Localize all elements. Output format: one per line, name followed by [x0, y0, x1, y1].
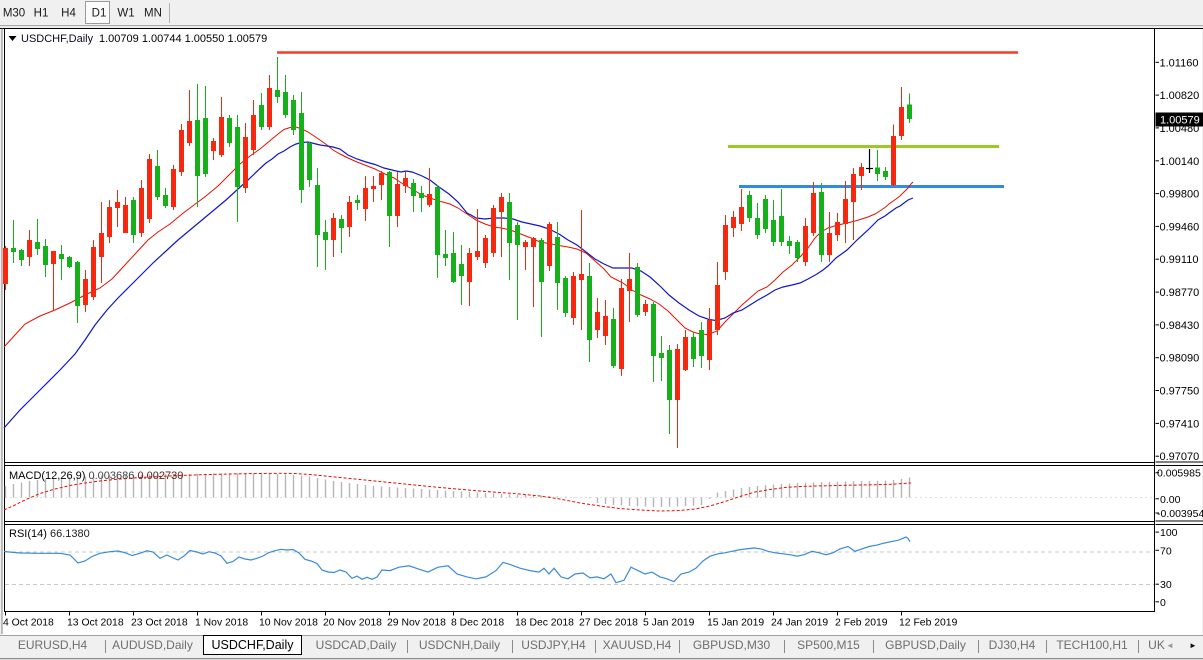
svg-text:0.00: 0.00 [1160, 494, 1181, 506]
svg-text:15 Jan 2019: 15 Jan 2019 [707, 618, 764, 629]
svg-text:0.98430: 0.98430 [1160, 320, 1200, 332]
svg-text:0.97750: 0.97750 [1160, 386, 1200, 398]
svg-text:H1: H1 [34, 8, 49, 20]
svg-text:12 Feb 2019: 12 Feb 2019 [899, 618, 958, 629]
svg-text:70: 70 [1160, 545, 1172, 557]
svg-text:1.00709 1.00744 1.00550 1.0057: 1.00709 1.00744 1.00550 1.00579 [99, 33, 267, 45]
svg-text:0.97410: 0.97410 [1160, 418, 1200, 430]
svg-text:0.99800: 0.99800 [1160, 189, 1200, 201]
svg-text:20 Nov 2018: 20 Nov 2018 [323, 618, 382, 629]
svg-text:D1: D1 [92, 8, 107, 20]
svg-text:4 Oct 2018: 4 Oct 2018 [3, 618, 54, 629]
svg-text:1.00820: 1.00820 [1160, 90, 1200, 102]
svg-text:H4: H4 [61, 8, 76, 20]
svg-text:M30: M30 [3, 8, 25, 20]
svg-text:MACD(12,26,9) 0.003686 0.00273: MACD(12,26,9) 0.003686 0.002730 [9, 470, 183, 482]
svg-text:0.98770: 0.98770 [1160, 287, 1200, 299]
svg-text:0.98090: 0.98090 [1160, 353, 1200, 365]
svg-text:18 Dec 2018: 18 Dec 2018 [515, 618, 574, 629]
svg-text:1.00579: 1.00579 [1160, 115, 1200, 127]
svg-text:5 Jan 2019: 5 Jan 2019 [643, 618, 695, 629]
svg-text:0.99460: 0.99460 [1160, 221, 1200, 233]
svg-text:0.99110: 0.99110 [1160, 254, 1199, 266]
svg-text:29 Nov 2018: 29 Nov 2018 [387, 618, 446, 629]
svg-text:23 Oct 2018: 23 Oct 2018 [131, 618, 188, 629]
svg-text:USDCHF,Daily: USDCHF,Daily [21, 33, 94, 45]
svg-text:1 Nov 2018: 1 Nov 2018 [195, 618, 248, 629]
svg-text:0.97070: 0.97070 [1160, 451, 1200, 463]
svg-text:100: 100 [1160, 527, 1178, 539]
svg-text:1.00140: 1.00140 [1160, 156, 1200, 168]
svg-text:30: 30 [1160, 579, 1172, 591]
svg-text:W1: W1 [117, 8, 134, 20]
svg-text:13 Oct 2018: 13 Oct 2018 [67, 618, 124, 629]
svg-text:0.005985: 0.005985 [1157, 468, 1201, 480]
svg-text:2 Feb 2019: 2 Feb 2019 [835, 618, 888, 629]
svg-text:8 Dec 2018: 8 Dec 2018 [451, 618, 504, 629]
svg-text:RSI(14) 66.1380: RSI(14) 66.1380 [9, 528, 90, 540]
svg-text:0: 0 [1160, 597, 1166, 609]
svg-text:MN: MN [144, 8, 162, 20]
svg-text:27 Dec 2018: 27 Dec 2018 [579, 618, 638, 629]
svg-text:24 Jan 2019: 24 Jan 2019 [771, 618, 828, 629]
svg-text:10 Nov 2018: 10 Nov 2018 [259, 618, 318, 629]
svg-text:1.01160: 1.01160 [1160, 57, 1199, 69]
svg-text:-0.003954: -0.003954 [1157, 508, 1203, 520]
